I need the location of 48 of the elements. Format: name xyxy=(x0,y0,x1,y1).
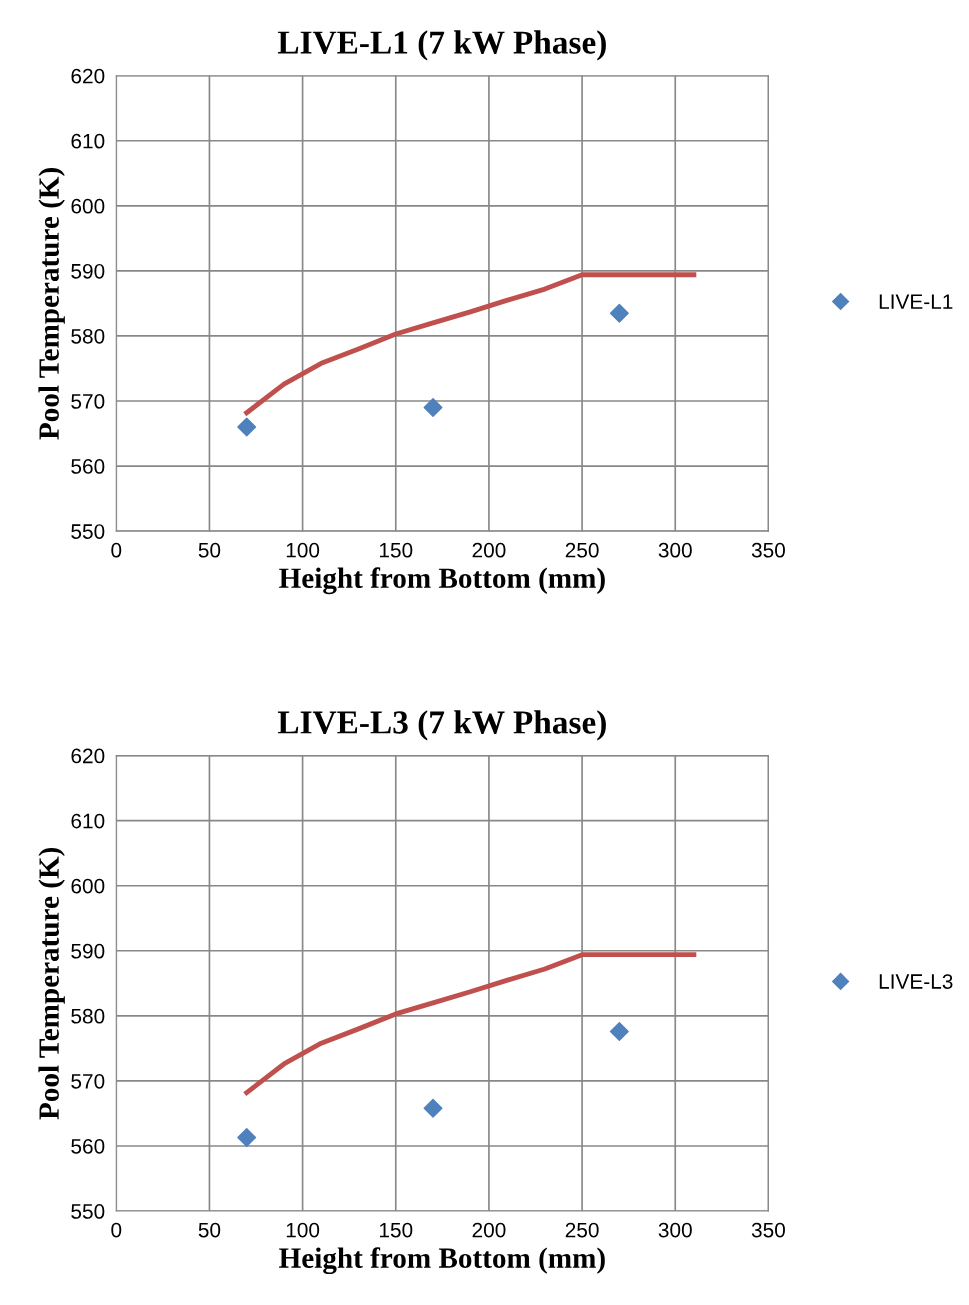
x-tick-label: 150 xyxy=(379,1222,413,1238)
y-tick-label: 580 xyxy=(71,328,105,344)
point xyxy=(237,1128,257,1147)
y-tick-label: 550 xyxy=(71,524,105,539)
y-tick-label: 580 xyxy=(71,1008,105,1024)
x-tick-label: 200 xyxy=(472,1222,506,1238)
y-tick-label: 550 xyxy=(71,1204,105,1219)
legend-label: LIVE-L3 xyxy=(879,974,953,989)
x-tick-label: 250 xyxy=(565,542,599,558)
y-tick-label: 590 xyxy=(71,263,105,279)
x-tick-label: 50 xyxy=(198,1222,221,1238)
chart-title: LIVE-L1 (7 kW Phase) xyxy=(277,30,606,61)
y-tick-label: 620 xyxy=(71,748,105,764)
point xyxy=(423,398,443,417)
x-tick-label: 0 xyxy=(111,1222,122,1238)
x-tick-label: 100 xyxy=(286,542,320,558)
y-tick-label: 600 xyxy=(71,198,105,214)
y-tick-label: 620 xyxy=(71,68,105,84)
x-axis-title: Height from Bottom (mm) xyxy=(279,567,605,595)
x-tick-label: 150 xyxy=(379,542,413,558)
y-tick-label: 570 xyxy=(71,1073,105,1089)
y-tick-label: 560 xyxy=(71,1138,105,1154)
line-series xyxy=(244,272,697,416)
x-tick-label: 200 xyxy=(472,542,506,558)
y-tick-label: 610 xyxy=(71,813,105,829)
y-tick-label: 600 xyxy=(71,878,105,894)
x-tick-label: 100 xyxy=(286,1222,320,1238)
y-tick-label: 590 xyxy=(71,943,105,959)
x-axis-title: Height from Bottom (mm) xyxy=(279,1247,605,1275)
x-tick-label: 300 xyxy=(658,542,692,558)
x-tick-label: 250 xyxy=(565,1222,599,1238)
x-tick-label: 300 xyxy=(658,1222,692,1238)
point xyxy=(423,1098,443,1118)
x-tick-label: 350 xyxy=(751,1222,785,1238)
x-tick-label: 0 xyxy=(111,542,122,558)
point xyxy=(609,303,629,323)
y-tick-label: 560 xyxy=(71,459,105,474)
point xyxy=(237,417,257,437)
point xyxy=(609,1021,629,1041)
y-tick-label: 570 xyxy=(71,394,105,409)
y-axis-title: Pool Temperature (K) xyxy=(38,168,65,440)
y-axis-title: Pool Temperature (K) xyxy=(38,847,65,1120)
x-tick-label: 50 xyxy=(198,542,221,558)
line-series xyxy=(244,952,697,1096)
legend-label: LIVE-L1 xyxy=(879,294,953,309)
y-tick-label: 610 xyxy=(71,133,105,149)
chart-title: LIVE-L3 (7 kW Phase) xyxy=(277,710,606,741)
x-tick-label: 350 xyxy=(751,542,785,558)
